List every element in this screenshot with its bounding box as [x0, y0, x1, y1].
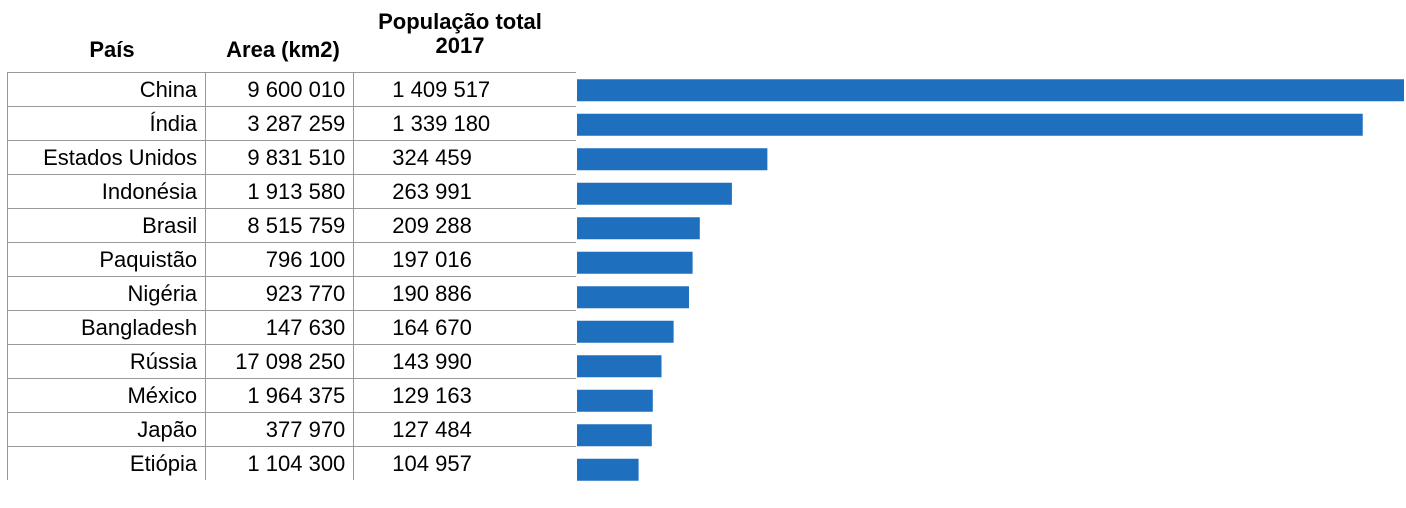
area-cell: 1 104 300 — [205, 446, 354, 480]
bar-3 — [577, 148, 768, 171]
table-row: Japão 377 970 127 484 — [6, 412, 576, 447]
country-cell: Bangladesh — [6, 310, 206, 345]
country-cell: Brasil — [6, 208, 206, 243]
country-cell: Estados Unidos — [6, 140, 206, 175]
population-cell: 127 484 — [353, 412, 576, 447]
country-cell: Índia — [6, 106, 206, 141]
country-cell: Paquistão — [6, 242, 206, 277]
area-cell: 9 600 010 — [205, 72, 354, 107]
population-column-header: População total 2017 — [360, 10, 560, 58]
data-table-body: China 9 600 010 1 409 517 Índia 3 287 259 1 3… — [6, 72, 576, 480]
table-row: China 9 600 010 1 409 517 — [6, 72, 576, 107]
population-cell: 1 409 517 — [353, 72, 576, 107]
bar-5 — [577, 217, 700, 240]
bar-9 — [577, 355, 662, 378]
bar-11 — [577, 424, 652, 447]
area-cell: 3 287 259 — [205, 106, 354, 141]
bar-4 — [577, 182, 732, 205]
table-row: Indonésia 1 913 580 263 991 — [6, 174, 576, 209]
population-cell: 164 670 — [353, 310, 576, 345]
area-cell: 1 913 580 — [205, 174, 354, 209]
bar-6 — [577, 251, 693, 274]
area-column-header: Area (km2) — [226, 37, 340, 62]
population-cell: 209 288 — [353, 208, 576, 243]
country-cell: Etiópia — [6, 446, 206, 480]
area-cell: 923 770 — [205, 276, 354, 311]
bar-12 — [577, 458, 639, 481]
population-header-line1: População total — [378, 9, 542, 34]
area-cell: 377 970 — [205, 412, 354, 447]
table-row: Nigéria 923 770 190 886 — [6, 276, 576, 311]
table-row: Brasil 8 515 759 209 288 — [6, 208, 576, 243]
country-cell: Indonésia — [6, 174, 206, 209]
country-cell: México — [6, 378, 206, 413]
population-cell: 143 990 — [353, 344, 576, 379]
population-cell: 263 991 — [353, 174, 576, 209]
population-cell: 104 957 — [353, 446, 576, 480]
data-table: China 9 600 010 1 409 517 Índia 3 287 259 1 3… — [6, 72, 576, 480]
area-cell: 8 515 759 — [205, 208, 354, 243]
bar-10 — [577, 389, 653, 412]
table-row: Índia 3 287 259 1 339 180 — [6, 106, 576, 141]
table-row: Bangladesh 147 630 164 670 — [6, 310, 576, 345]
table-row: México 1 964 375 129 163 — [6, 378, 576, 413]
area-cell: 1 964 375 — [205, 378, 354, 413]
bar-1 — [577, 79, 1404, 102]
table-row: Estados Unidos 9 831 510 324 459 — [6, 140, 576, 175]
population-cell: 324 459 — [353, 140, 576, 175]
population-cell: 1 339 180 — [353, 106, 576, 141]
table-row: Paquistão 796 100 197 016 — [6, 242, 576, 277]
population-cell: 197 016 — [353, 242, 576, 277]
country-cell: Japão — [6, 412, 206, 447]
table-header: País Area (km2) População total 2017 — [0, 0, 576, 70]
country-cell: Nigéria — [6, 276, 206, 311]
area-cell: 9 831 510 — [205, 140, 354, 175]
bar-2 — [577, 113, 1363, 136]
population-cell: 190 886 — [353, 276, 576, 311]
area-cell: 17 098 250 — [205, 344, 354, 379]
country-column-header: País — [89, 37, 135, 62]
population-cell: 129 163 — [353, 378, 576, 413]
country-cell: China — [6, 72, 206, 107]
area-cell: 796 100 — [205, 242, 354, 277]
area-cell: 147 630 — [205, 310, 354, 345]
country-cell: Rússia — [6, 344, 206, 379]
table-row: Rússia 17 098 250 143 990 — [6, 344, 576, 379]
population-header-line2: 2017 — [435, 33, 485, 58]
bar-7 — [577, 286, 689, 309]
table-row: Etiópia 1 104 300 104 957 — [6, 446, 576, 480]
bar-8 — [577, 320, 674, 343]
